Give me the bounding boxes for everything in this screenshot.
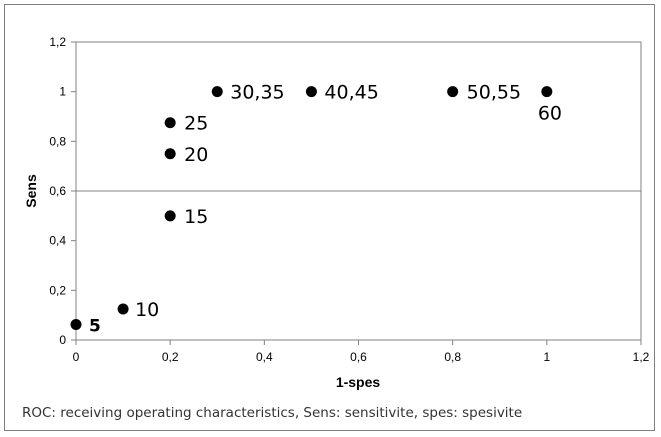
x-tick-label: 0,4 bbox=[256, 350, 273, 364]
point-label: 30,35 bbox=[230, 82, 284, 104]
y-tick-label: 1 bbox=[59, 85, 66, 99]
x-axis-title: 1-spes bbox=[336, 374, 381, 390]
y-tick-label: 0,6 bbox=[49, 184, 66, 198]
point-label: 50,55 bbox=[467, 82, 521, 104]
y-tick-label: 0,4 bbox=[49, 234, 66, 248]
data-point bbox=[541, 86, 553, 98]
point-label: 5 bbox=[89, 316, 101, 336]
data-point bbox=[164, 117, 176, 129]
figure-frame bbox=[4, 4, 655, 431]
data-point bbox=[70, 318, 82, 330]
data-point bbox=[211, 86, 223, 98]
y-tick-label: 0,2 bbox=[49, 283, 66, 297]
x-tick-label: 0,2 bbox=[162, 350, 179, 364]
point-label: 25 bbox=[184, 113, 208, 135]
y-axis-title: Sens bbox=[23, 174, 39, 208]
x-tick-label: 0,6 bbox=[350, 350, 367, 364]
point-label: 20 bbox=[184, 144, 208, 166]
figure-caption: ROC: receiving operating characteristics… bbox=[22, 405, 523, 421]
point-label: 10 bbox=[135, 299, 159, 321]
x-tick-label: 1 bbox=[543, 350, 550, 364]
data-point bbox=[117, 303, 129, 315]
point-label: 60 bbox=[538, 103, 562, 125]
data-point bbox=[164, 148, 176, 160]
y-tick-label: 1,2 bbox=[49, 35, 66, 49]
x-tick-label: 0,8 bbox=[444, 350, 461, 364]
data-point bbox=[447, 86, 459, 98]
y-tick-label: 0 bbox=[59, 333, 66, 347]
y-tick-label: 0,8 bbox=[49, 134, 66, 148]
point-label: 40,45 bbox=[324, 82, 378, 104]
x-tick-label: 0 bbox=[73, 350, 80, 364]
point-label: 15 bbox=[184, 206, 208, 228]
data-point bbox=[305, 86, 317, 98]
x-tick-label: 1,2 bbox=[633, 350, 650, 364]
data-point bbox=[164, 210, 176, 222]
